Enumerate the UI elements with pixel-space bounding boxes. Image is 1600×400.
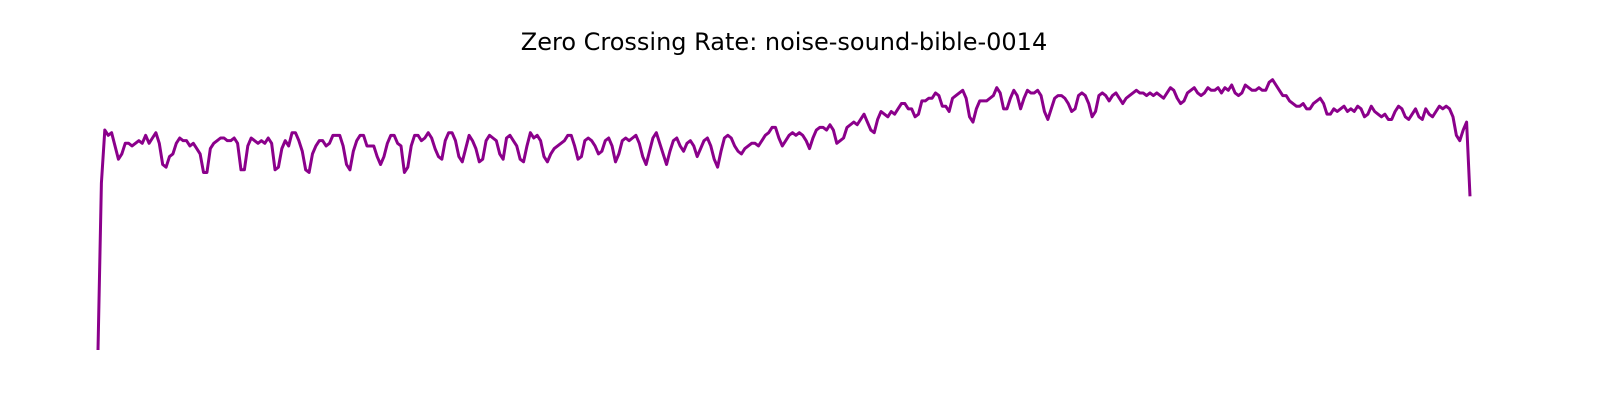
zcr-series-line	[96, 78, 1472, 351]
chart-title: Zero Crossing Rate: noise-sound-bible-00…	[520, 28, 1048, 56]
